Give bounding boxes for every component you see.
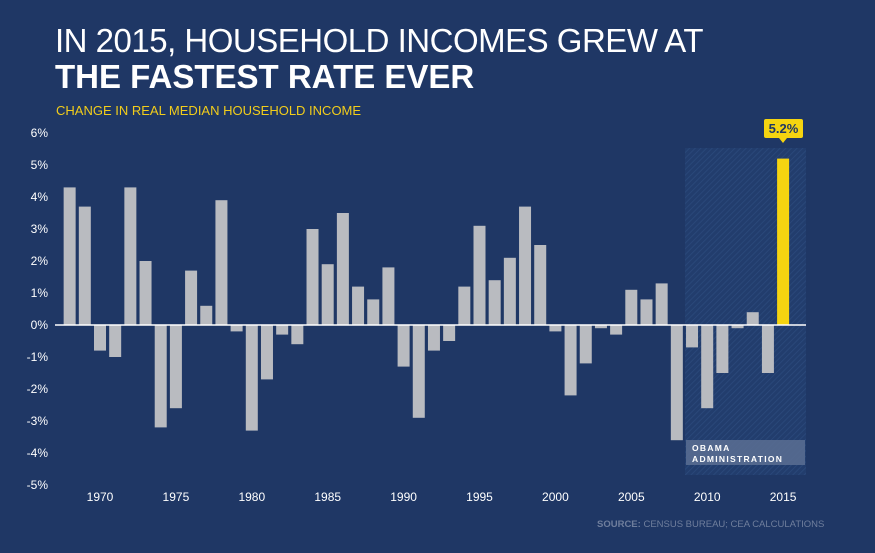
title-line-2: THE FASTEST RATE EVER — [55, 58, 475, 95]
bar-2015 — [777, 158, 790, 325]
bar-1989 — [382, 267, 395, 325]
bar-1977 — [200, 305, 213, 325]
bar-1980 — [245, 325, 258, 431]
bar-2011 — [716, 325, 729, 373]
highlight-value-label: 5.2% — [769, 121, 799, 136]
x-tick-label: 2005 — [618, 490, 645, 504]
y-tick-label: 5% — [31, 158, 49, 172]
x-tick-label: 1980 — [238, 490, 265, 504]
bar-1972 — [124, 187, 137, 325]
bar-1973 — [139, 261, 152, 325]
bar-1993 — [443, 325, 456, 341]
x-tick-label: 1995 — [466, 490, 493, 504]
highlight-callout: 5.2% — [764, 119, 803, 143]
y-tick-label: -5% — [27, 478, 49, 492]
x-tick-label: 1990 — [390, 490, 417, 504]
bar-1997 — [503, 257, 516, 325]
x-tick-label: 1985 — [314, 490, 341, 504]
bar-2009 — [686, 325, 699, 348]
source-text: CENSUS BUREAU; CEA CALCULATIONS — [640, 519, 825, 530]
y-tick-label: 1% — [31, 286, 49, 300]
bar-1982 — [276, 325, 289, 335]
y-tick-label: 2% — [31, 254, 49, 268]
y-tick-label: 3% — [31, 222, 49, 236]
bar-1986 — [336, 213, 349, 325]
y-tick-label: -4% — [27, 446, 49, 460]
bar-2004 — [610, 325, 623, 335]
bar-1969 — [78, 206, 91, 325]
bar-2005 — [625, 289, 638, 325]
bar-1994 — [458, 286, 471, 325]
bar-2008 — [670, 325, 683, 441]
bar-2000 — [549, 325, 562, 332]
source-label: SOURCE: — [597, 519, 641, 530]
y-tick-label: 4% — [31, 190, 49, 204]
annotation-label-line1: OBAMA — [692, 443, 731, 453]
bar-2010 — [701, 325, 714, 409]
y-tick-label: -1% — [27, 350, 49, 364]
bar-1984 — [306, 229, 319, 325]
bar-2014 — [761, 325, 774, 373]
x-tick-label: 2000 — [542, 490, 569, 504]
bar-1992 — [427, 325, 440, 351]
bar-1970 — [94, 325, 106, 351]
y-tick-label: -2% — [27, 382, 49, 396]
bar-1983 — [291, 325, 304, 345]
y-tick-label: 0% — [31, 318, 49, 332]
bar-1985 — [321, 264, 334, 325]
bar-2002 — [579, 325, 592, 364]
bar-1995 — [473, 225, 486, 325]
x-tick-label: 2015 — [770, 490, 797, 504]
y-tick-label: -3% — [27, 414, 49, 428]
bar-1991 — [412, 325, 425, 418]
bar-2012 — [731, 325, 744, 329]
bar-1971 — [109, 325, 122, 357]
bar-1981 — [260, 325, 273, 380]
bar-1975 — [169, 325, 182, 409]
x-tick-label: 1975 — [163, 490, 190, 504]
bar-1979 — [230, 325, 243, 332]
chart-subtitle: CHANGE IN REAL MEDIAN HOUSEHOLD INCOME — [56, 103, 362, 118]
bar-2006 — [640, 299, 653, 325]
bar-1974 — [154, 325, 167, 428]
bar-2001 — [564, 325, 577, 396]
x-tick-label: 1970 — [87, 490, 114, 504]
bar-1968 — [63, 187, 76, 325]
x-tick-label: 2010 — [694, 490, 721, 504]
bar-1998 — [519, 206, 532, 325]
bar-2013 — [746, 312, 759, 325]
bar-1990 — [397, 325, 410, 367]
source-note: SOURCE: CENSUS BUREAU; CEA CALCULATIONS — [597, 519, 824, 530]
bar-1996 — [488, 280, 501, 325]
title-line-1: IN 2015, HOUSEHOLD INCOMES GREW AT — [55, 22, 704, 59]
bar-1978 — [215, 200, 228, 325]
bar-1976 — [185, 270, 198, 325]
annotation-label-line2: ADMINISTRATION — [692, 454, 783, 464]
bar-1988 — [367, 299, 380, 325]
bar-2003 — [594, 325, 607, 329]
bar-1987 — [352, 286, 365, 325]
annotation-box — [686, 440, 805, 465]
bar-1999 — [534, 245, 547, 325]
bar-2007 — [655, 283, 668, 325]
y-tick-label: 6% — [31, 126, 49, 140]
